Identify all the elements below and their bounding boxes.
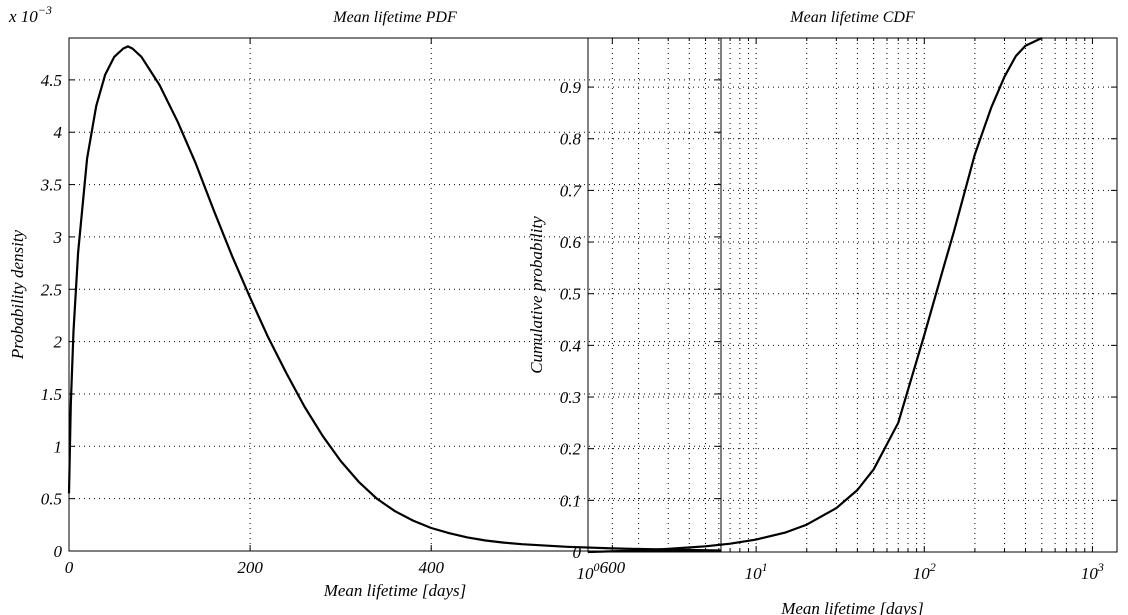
y-tick-label: 0.9 <box>560 78 582 97</box>
y-tick-label: 0.4 <box>560 336 582 355</box>
series-line <box>587 37 1043 554</box>
y-tick-label: 0.5 <box>41 490 62 509</box>
y-tick-label: 2 <box>54 333 63 352</box>
x-tick-label: 600 <box>600 558 626 577</box>
chart-title: Mean lifetime CDF <box>789 9 915 26</box>
y-tick-label: 0.2 <box>560 440 582 459</box>
y-axis-label: Probability density <box>8 229 27 360</box>
y-tick-label: 0.1 <box>560 491 581 510</box>
x-tick-label: 0 <box>65 558 74 577</box>
y-tick-label: 0.6 <box>560 233 582 252</box>
x-axis-label: Mean lifetime [days] <box>323 581 467 600</box>
y-tick-label: 3 <box>53 228 63 247</box>
y-tick-label: 2.5 <box>41 280 62 299</box>
y-tick-label: 0 <box>54 542 63 561</box>
x-tick-label: 400 <box>418 558 444 577</box>
x-tick-label: 200 <box>237 558 263 577</box>
axes-box <box>68 37 722 552</box>
pdf-panel: 0 0.5 1 1.5 2 2.5 3 3.5 4 4.5 0 200 400 600 Mean lifet… <box>8 3 722 600</box>
x-tick-label: 101 <box>745 560 768 583</box>
y-axis-multiplier: x 10−3 <box>8 3 52 26</box>
axes-box <box>587 37 1118 553</box>
y-tick-label: 0 <box>573 543 582 562</box>
y-tick-label: 0.7 <box>560 181 583 200</box>
x-tick-label: 100 <box>577 560 600 583</box>
y-tick-label: 1.5 <box>41 385 62 404</box>
y-tick-label: 0.5 <box>560 285 581 304</box>
y-tick-label: 4.5 <box>41 71 62 90</box>
y-tick-label: 0.8 <box>560 130 582 149</box>
x-tick-label: 102 <box>913 560 936 583</box>
x-axis-label: Mean lifetime [days] <box>780 599 924 615</box>
y-tick-label: 3.5 <box>40 176 62 195</box>
series-line <box>67 45 722 552</box>
chart-title: Mean lifetime PDF <box>332 9 457 26</box>
cdf-panel: 0 0.1 0.2 0.3 0.4 0.5 0.6 0.7 0.8 0.9 100 101 102 103… <box>527 9 1118 615</box>
y-tick-label: 4 <box>54 123 63 142</box>
grid <box>588 38 1117 552</box>
grid <box>69 38 721 551</box>
x-tick-label: 103 <box>1081 560 1104 583</box>
y-axis-label: Cumulative probability <box>527 216 546 374</box>
y-tick-label: 0.3 <box>560 388 581 407</box>
y-tick-label: 1 <box>54 437 63 456</box>
